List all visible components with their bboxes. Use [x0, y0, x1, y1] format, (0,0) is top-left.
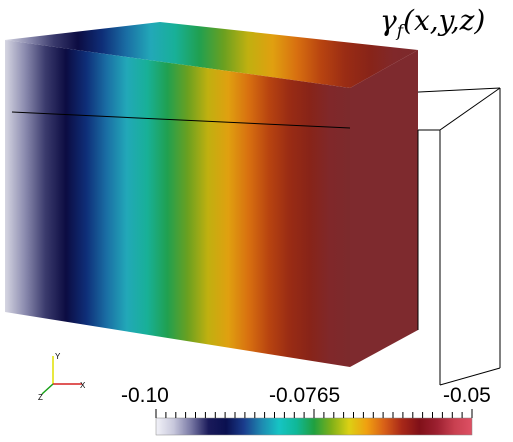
title-subscript: f [396, 21, 404, 42]
axis-label-z: Z [38, 393, 43, 402]
axis-label-y: Y [55, 352, 61, 361]
colorbar-max-label: -0.05 [443, 384, 491, 407]
colorbar-strip [155, 417, 473, 436]
box-side-face [350, 50, 418, 367]
colorbar-mid-label: -0.0765 [269, 384, 341, 407]
colored-box [5, 22, 418, 367]
box-front-face [5, 40, 350, 367]
title-args: (x,y,z) [403, 4, 486, 37]
axis-label-x: X [80, 381, 86, 390]
colorbar-ticks [155, 409, 473, 418]
field-title: γf(x,y,z) [380, 4, 485, 42]
box-top-face [5, 22, 418, 88]
outline-box-front-edges [11, 111, 419, 330]
colorbar [155, 409, 473, 436]
colorbar-min-label: -0.10 [121, 384, 169, 407]
title-symbol: γ [380, 4, 397, 37]
axes-triad: Y X Z [38, 352, 86, 402]
z-axis-line [41, 383, 54, 395]
